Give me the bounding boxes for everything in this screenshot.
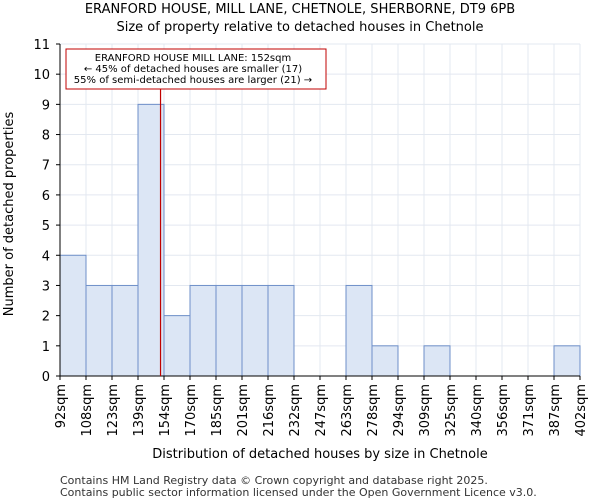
x-tick-label-325sqm: 325sqm: [444, 384, 459, 437]
annotation-line-1: ERANFORD HOUSE MILL LANE: 152sqm: [95, 53, 291, 64]
x-tick-label-340sqm: 340sqm: [470, 384, 485, 437]
bar-278sqm: [371, 345, 399, 377]
y-tick-label-4: 4: [42, 249, 50, 264]
y-tick-label-7: 7: [42, 159, 50, 174]
y-tick-label-2: 2: [42, 310, 50, 325]
y-tick-label-6: 6: [42, 189, 50, 204]
bar-263sqm: [345, 284, 373, 377]
x-tick-label-263sqm: 263sqm: [340, 384, 355, 437]
footer-line-1: Contains HM Land Registry data © Crown c…: [60, 474, 488, 487]
axes: 0 1 2 3 4 5 6 7 8 9 10 11 92sqm 108sqm 123sqm 139sqm 154…: [33, 38, 589, 437]
x-tick-label-247sqm: 247sqm: [314, 384, 329, 437]
footer-line-2: Contains public sector information licen…: [60, 486, 537, 499]
bar-154sqm: [163, 315, 191, 377]
y-tick-label-10: 10: [33, 68, 50, 83]
bar-139sqm: [137, 103, 165, 377]
y-tick-label-1: 1: [42, 340, 50, 355]
bar-201sqm: [241, 284, 269, 377]
x-tick-label-216sqm: 216sqm: [262, 384, 277, 437]
chart-subtitle: Size of property relative to detached ho…: [116, 20, 483, 35]
x-tick-label-170sqm: 170sqm: [184, 384, 199, 437]
bar-309sqm: [423, 345, 451, 377]
x-tick-label-294sqm: 294sqm: [392, 384, 407, 437]
annotation-frame: [65, 48, 327, 90]
bar-170sqm: [189, 284, 217, 377]
y-tick-label-11: 11: [33, 38, 50, 53]
annotation-box: ERANFORD HOUSE MILL LANE: 152sqm ← 45% o…: [65, 48, 327, 90]
x-tick-label-402sqm: 402sqm: [574, 384, 589, 437]
x-tick-label-232sqm: 232sqm: [288, 384, 303, 437]
bar-185sqm: [215, 284, 243, 377]
x-tick-label-154sqm: 154sqm: [158, 384, 173, 437]
y-tick-label-9: 9: [42, 98, 50, 113]
y-tick-label-5: 5: [42, 219, 50, 234]
bar-387sqm: [553, 345, 581, 377]
chart-title: ERANFORD HOUSE, MILL LANE, CHETNOLE, SHE…: [85, 2, 515, 17]
y-axis-label: Number of detached properties: [2, 112, 17, 317]
bar-216sqm: [267, 284, 295, 377]
x-tick-label-201sqm: 201sqm: [236, 384, 251, 437]
bar-123sqm: [111, 284, 139, 377]
x-tick-label-371sqm: 371sqm: [522, 384, 537, 437]
x-tick-label-387sqm: 387sqm: [548, 384, 563, 437]
annotation-line-3: 55% of semi-detached houses are larger (…: [74, 75, 312, 86]
x-tick-label-309sqm: 309sqm: [418, 384, 433, 437]
bars: [59, 103, 581, 377]
x-tick-label-139sqm: 139sqm: [132, 384, 147, 437]
x-tick-label-108sqm: 108sqm: [80, 384, 95, 437]
bar-108sqm: [85, 284, 113, 377]
x-tick-label-278sqm: 278sqm: [366, 384, 381, 437]
x-tick-label-356sqm: 356sqm: [496, 384, 511, 437]
x-tick-label-185sqm: 185sqm: [210, 384, 225, 437]
y-tick-label-0: 0: [42, 370, 50, 385]
y-tick-label-3: 3: [42, 279, 50, 294]
x-tick-label-123sqm: 123sqm: [106, 384, 121, 437]
y-tick-label-8: 8: [42, 129, 50, 144]
annotation-line-2: ← 45% of detached houses are smaller (17…: [84, 64, 302, 75]
x-tick-label-92sqm: 92sqm: [54, 384, 69, 428]
x-axis-label: Distribution of detached houses by size …: [152, 447, 487, 462]
bar-92sqm: [59, 254, 87, 377]
